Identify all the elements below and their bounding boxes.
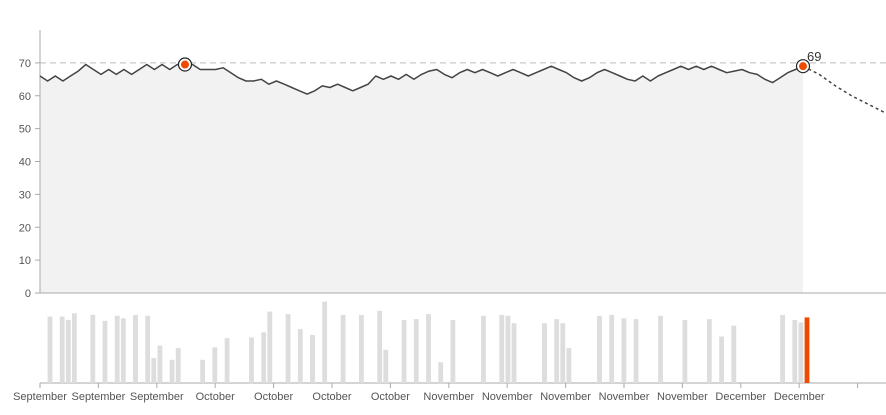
bar [511, 323, 517, 383]
x-tick-label: December [715, 391, 766, 403]
bar [731, 325, 737, 383]
line-layer [39, 63, 885, 113]
bar [310, 334, 315, 383]
bar [322, 301, 328, 383]
bar [261, 332, 267, 383]
y-tick-label: 60 [19, 91, 31, 103]
bar [377, 310, 383, 383]
bar [499, 314, 505, 383]
x-tick-label: November [482, 391, 533, 403]
bar [481, 315, 486, 383]
y-tick-label: 10 [19, 255, 31, 267]
bar [413, 319, 419, 383]
x-tick-label: November [423, 391, 474, 403]
bar [597, 315, 602, 383]
bar [798, 322, 804, 383]
forecast-line [802, 65, 885, 113]
bar [359, 314, 364, 383]
bar [114, 315, 120, 383]
x-tick-label: October [254, 391, 293, 403]
bar [554, 319, 560, 383]
axis-layer: 0 10 20 30 40 50 60 70 September September Septemb… [13, 30, 886, 403]
y-tick-label: 30 [19, 189, 31, 201]
bar [706, 319, 712, 383]
highlight-point [177, 57, 193, 72]
bar-layer [47, 301, 810, 384]
bar [59, 316, 65, 383]
x-tick-label: September [71, 391, 125, 403]
x-tick-label: November [540, 391, 591, 403]
bar [658, 315, 663, 383]
x-tick-label: November [657, 391, 708, 403]
y-tick-label: 50 [19, 124, 31, 136]
highlight-point-dot [180, 60, 189, 69]
bar-highlight [804, 317, 810, 383]
y-tick-label: 40 [19, 157, 31, 169]
bar [72, 313, 77, 383]
bar [609, 314, 615, 383]
x-tick-label: October [312, 391, 351, 403]
x-tick-label: October [371, 391, 410, 403]
y-tick-label: 20 [19, 222, 31, 234]
bar [133, 314, 138, 383]
bar [102, 320, 108, 384]
x-tick-label: November [599, 391, 650, 403]
bar [450, 319, 456, 383]
bar [780, 314, 785, 383]
bar [542, 323, 547, 383]
x-tick-label: December [774, 391, 825, 403]
bar [285, 314, 291, 383]
x-tick-label: October [196, 391, 235, 403]
bar [145, 315, 151, 383]
bar [169, 359, 175, 383]
bar [340, 314, 346, 383]
bar [212, 347, 218, 383]
bar [426, 314, 431, 383]
area-layer [40, 64, 803, 293]
bar [560, 323, 566, 383]
point-layer [177, 57, 811, 74]
bar [719, 336, 724, 383]
annotation-label: 69 [807, 49, 821, 64]
bar [200, 359, 205, 383]
bar [157, 345, 163, 383]
bar [297, 329, 303, 384]
highlight-point-dot [799, 62, 807, 71]
x-tick-label: September [13, 391, 67, 403]
y-tick-label: 0 [25, 288, 31, 300]
highlight-point [795, 59, 811, 74]
bar [65, 319, 71, 383]
bar [682, 319, 688, 383]
bar [175, 348, 181, 383]
bar [438, 362, 444, 384]
series-line [39, 63, 804, 95]
bar [47, 316, 53, 383]
x-tick-label: September [130, 391, 184, 403]
bar [90, 314, 96, 383]
y-tick-label: 70 [19, 58, 31, 70]
bar [792, 319, 798, 383]
bar [383, 349, 389, 383]
bar [401, 319, 407, 383]
bar [633, 319, 639, 383]
bar [566, 348, 572, 383]
bar [505, 315, 511, 383]
bar [249, 337, 254, 384]
bar [224, 338, 230, 383]
bar [120, 318, 126, 383]
bar [267, 311, 273, 383]
bar [151, 358, 157, 383]
bar [621, 318, 627, 383]
area-fill [40, 64, 803, 293]
